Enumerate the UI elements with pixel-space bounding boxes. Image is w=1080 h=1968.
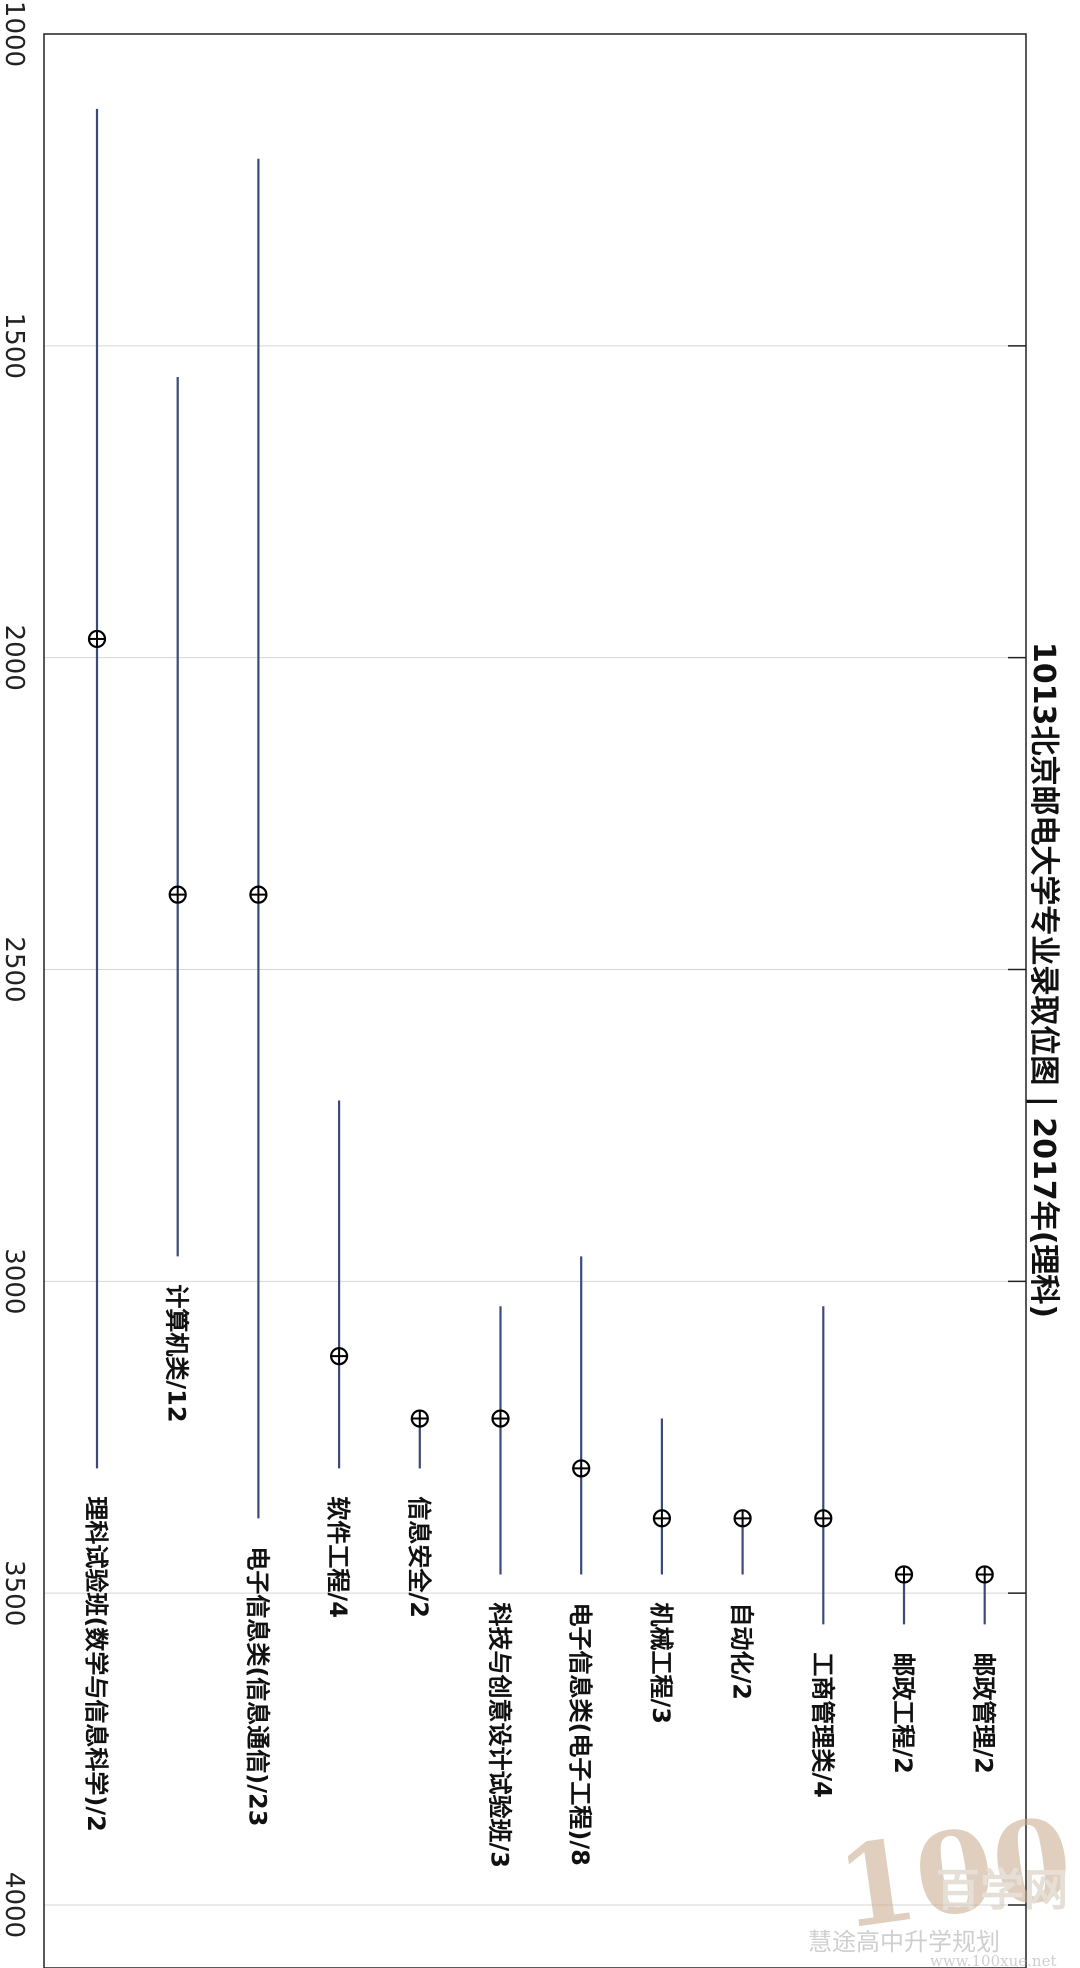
category-label: 邮政管理/2 bbox=[970, 1652, 998, 1773]
tick-label: 2500 bbox=[0, 936, 29, 1002]
tick-label: 2000 bbox=[0, 625, 29, 691]
category-label: 电子信息类(电子工程)/8 bbox=[566, 1602, 594, 1865]
watermark-logo: 100 bbox=[830, 1793, 1080, 1955]
tick-label: 3000 bbox=[0, 1248, 29, 1314]
category-label: 邮政工程/2 bbox=[889, 1652, 917, 1773]
category-label: 信息安全/2 bbox=[405, 1496, 433, 1617]
grid-lines bbox=[44, 345, 1026, 1906]
watermark-subtitle: 慧途高中升学规划 bbox=[808, 1928, 1000, 1956]
category-label: 电子信息类(信息通信)/23 bbox=[243, 1546, 271, 1826]
category-label: 软件工程/4 bbox=[324, 1496, 352, 1617]
category-label: 自动化/2 bbox=[728, 1602, 756, 1699]
tick-label: 3500 bbox=[0, 1560, 29, 1626]
title-group: 1013北京邮电大学专业录取位图 | 2017年(理科) bbox=[1026, 642, 1061, 1318]
plot-frame bbox=[43, 33, 1027, 1968]
category-label: 科技与创意设计试验班/3 bbox=[486, 1602, 514, 1867]
tick-label: 1500 bbox=[0, 313, 29, 379]
value-axis: 1000 1500 2000 2500 3000 3500 4000 bbox=[0, 1, 1026, 1938]
category-label: 计算机类/12 bbox=[163, 1284, 191, 1422]
watermark-brand: 百学网 bbox=[936, 1865, 1068, 1916]
tick-label: 4000 bbox=[0, 1872, 29, 1938]
category-label: 理科试验班(数学与信息科学)/2 bbox=[82, 1496, 110, 1831]
tick-label: 1000 bbox=[0, 1, 29, 67]
series-marks: 理科试验班(数学与信息科学)/2 计算机类/12 电子信息类(信息通信)/23 软件工… bbox=[82, 108, 998, 1868]
category-label: 机械工程/3 bbox=[647, 1602, 675, 1723]
chart-title: 1013北京邮电大学专业录取位图 | 2017年(理科) bbox=[1026, 642, 1061, 1318]
watermark-url: www.100xue.net bbox=[930, 1952, 1056, 1968]
category-label: 工商管理类/4 bbox=[808, 1652, 836, 1797]
watermark: 100 百学网 慧途高中升学规划 www.100xue.net bbox=[808, 1793, 1079, 1968]
